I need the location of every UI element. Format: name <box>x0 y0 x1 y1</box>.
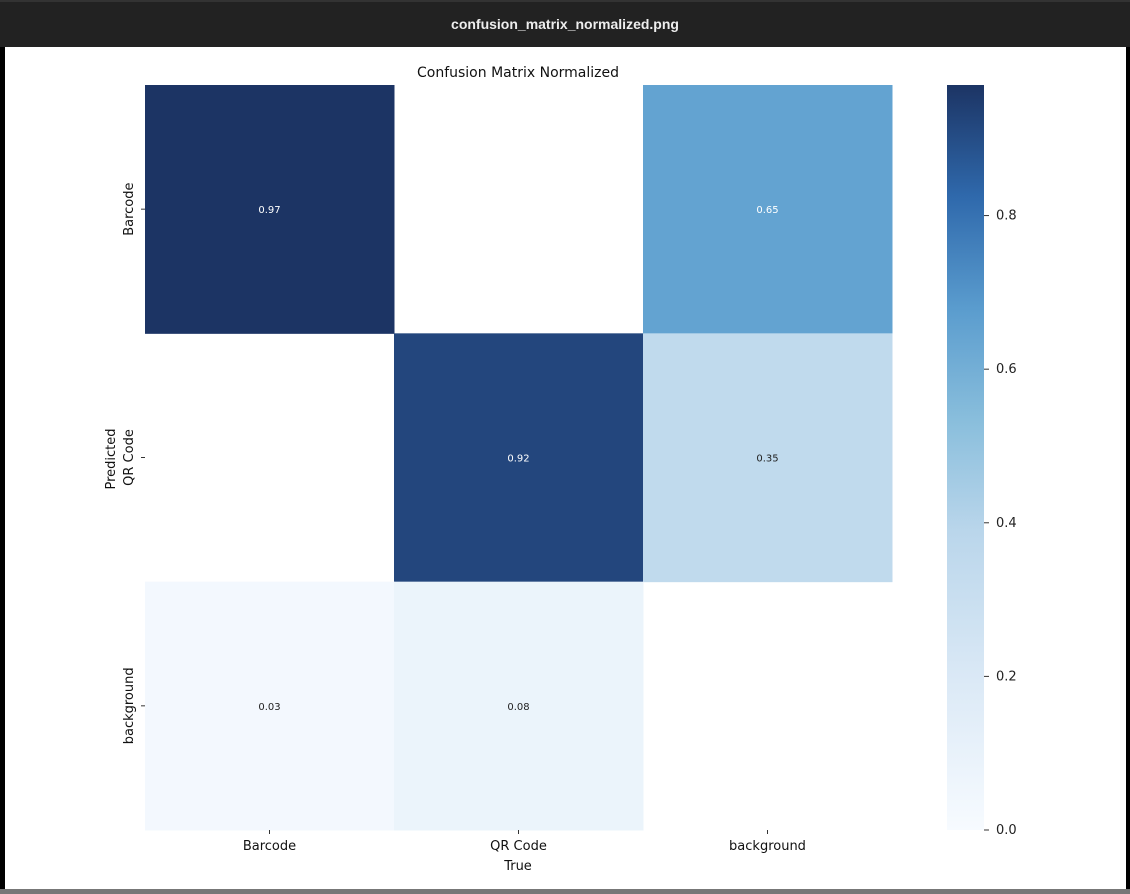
heatmap-cell <box>145 581 395 831</box>
window-titlebar: confusion_matrix_normalized.png <box>0 0 1130 47</box>
x-axis-label: True <box>503 859 532 874</box>
heatmap-cell <box>394 581 644 831</box>
y-tick-label: background <box>122 667 137 744</box>
heatmap-cell <box>145 85 395 334</box>
x-tick-label: background <box>729 839 806 854</box>
heatmap-cell <box>643 85 893 334</box>
chart-title: Confusion Matrix Normalized <box>417 65 619 81</box>
cell-label: 0.35 <box>756 454 778 465</box>
cell-label: 0.03 <box>258 702 280 713</box>
x-tick-label: QR Code <box>490 839 547 854</box>
colorbar-tick-label: 0.2 <box>996 669 1017 684</box>
heatmap-cell <box>394 333 644 583</box>
confusion-matrix-chart: Confusion Matrix Normalized 0.97 0.65 0.92… <box>104 65 1017 874</box>
image-canvas: Confusion Matrix Normalized 0.97 0.65 0.92… <box>5 47 1126 890</box>
cell-label: 0.92 <box>507 454 529 465</box>
colorbar <box>947 85 984 830</box>
y-tick-label: QR Code <box>122 429 137 486</box>
colorbar-tick-label: 0.6 <box>996 362 1017 377</box>
cell-label: 0.97 <box>258 205 280 216</box>
y-tick-label: Barcode <box>122 183 137 236</box>
x-tick-label: Barcode <box>243 839 296 854</box>
cell-label: 0.08 <box>507 702 529 713</box>
colorbar-tick-label: 0.4 <box>996 516 1017 531</box>
cell-label: 0.65 <box>756 205 778 216</box>
window-title: confusion_matrix_normalized.png <box>451 16 679 32</box>
y-axis-label: Predicted <box>104 428 119 489</box>
colorbar-tick-label: 0.0 <box>996 823 1017 838</box>
heatmap-cell <box>643 333 893 583</box>
colorbar-tick-label: 0.8 <box>996 209 1017 224</box>
window-bottom-border <box>0 889 1130 894</box>
